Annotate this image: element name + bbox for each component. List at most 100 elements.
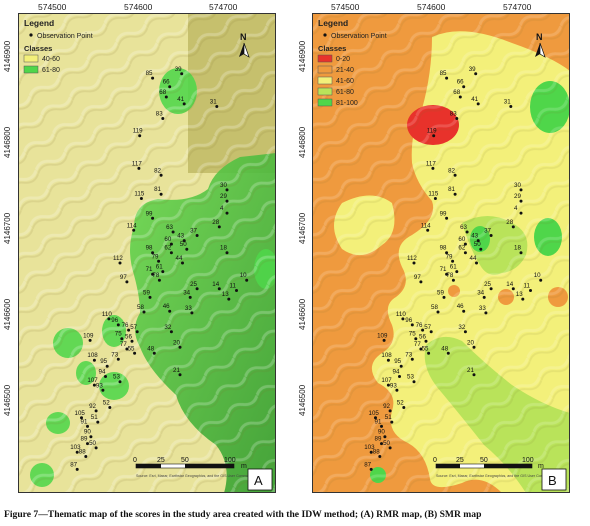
observation-point-97 <box>125 280 129 284</box>
observation-point-label-112: 112 <box>113 255 123 262</box>
observation-point-20 <box>472 345 476 349</box>
x-tick-b-1: 574500 <box>331 2 360 12</box>
observation-point-label-61: 61 <box>156 264 163 271</box>
observation-point-label-68: 68 <box>453 89 460 96</box>
observation-point-92 <box>94 409 98 413</box>
observation-point-label-33: 33 <box>479 305 486 312</box>
observation-point-label-81: 81 <box>448 186 455 193</box>
observation-point-label-114: 114 <box>421 222 431 229</box>
observation-point-25 <box>489 287 493 291</box>
observation-point-53 <box>118 380 122 384</box>
observation-point-label-50: 50 <box>180 241 187 248</box>
observation-point-71 <box>151 272 155 276</box>
observation-point-label-103: 103 <box>70 444 81 451</box>
observation-point-label-33: 33 <box>185 305 192 312</box>
observation-point-115 <box>433 197 437 200</box>
observation-point-13 <box>521 297 525 301</box>
observation-point-57 <box>429 330 433 334</box>
svg-text:m: m <box>538 463 544 470</box>
observation-point-label-46: 46 <box>457 303 464 310</box>
observation-point-41 <box>182 102 186 106</box>
observation-point-label-59: 59 <box>437 289 444 296</box>
observation-point-75 <box>414 337 418 341</box>
observation-point-98 <box>151 251 155 255</box>
observation-point-label-95: 95 <box>394 358 401 365</box>
observation-point-label-37: 37 <box>484 228 491 235</box>
observation-point-13 <box>227 297 231 301</box>
observation-point-50 <box>94 446 98 450</box>
observation-point-label-85: 85 <box>146 70 153 77</box>
observation-point-label-92: 92 <box>89 403 96 410</box>
observation-point-label-79: 79 <box>152 253 159 260</box>
observation-point-label-82: 82 <box>154 167 161 174</box>
observation-point-symbol <box>29 33 33 37</box>
observation-point-66 <box>462 85 466 89</box>
observation-point-110 <box>107 317 111 321</box>
observation-point-label-14: 14 <box>506 281 513 288</box>
observation-point-98 <box>445 251 449 255</box>
observation-point-114 <box>426 228 430 232</box>
observation-point-label-89: 89 <box>81 436 88 443</box>
observation-point-18 <box>225 251 229 255</box>
observation-point-label-60: 60 <box>458 236 465 243</box>
observation-point-56 <box>130 339 134 343</box>
observation-point-label-31: 31 <box>210 99 217 106</box>
observation-point-label-50: 50 <box>89 440 96 447</box>
observation-point-50 <box>479 247 483 251</box>
observation-point-label-20: 20 <box>173 339 180 346</box>
observation-point-label-29: 29 <box>514 193 521 200</box>
y-tick-a-3: 4146700 <box>3 212 12 244</box>
observation-point-107 <box>92 383 96 387</box>
observation-point-14 <box>217 287 221 291</box>
observation-point-4 <box>519 211 523 215</box>
observation-point-label-78: 78 <box>152 272 159 279</box>
observation-point-label-119: 119 <box>133 128 143 135</box>
legend-label-41-60: 41-60 <box>336 78 354 85</box>
observation-point-label-88: 88 <box>79 449 86 456</box>
legend-swatch-61-80 <box>317 87 333 96</box>
legend-swatch-40-60 <box>23 54 39 63</box>
observation-point-label-43: 43 <box>177 233 184 240</box>
observation-point-label-50: 50 <box>474 241 481 248</box>
scale-bar: 0 25 50 100 m Source: Esri, Maxar, Earth… <box>433 457 554 478</box>
observation-point-30 <box>519 188 523 192</box>
observation-point-34 <box>482 295 486 299</box>
observation-point-label-55: 55 <box>422 345 429 352</box>
observation-point-11 <box>529 289 532 292</box>
legend-title: Legend <box>318 18 348 28</box>
observation-point-62 <box>463 251 467 255</box>
observation-point-label-99: 99 <box>440 210 447 217</box>
observation-point-29 <box>225 199 229 203</box>
observation-point-66 <box>168 85 172 89</box>
observation-point-52 <box>108 406 112 409</box>
observation-point-label-30: 30 <box>220 182 227 189</box>
observation-point-label: Observation Point <box>37 33 93 40</box>
observation-point-88 <box>84 455 88 458</box>
observation-point-label-31: 31 <box>504 99 511 106</box>
observation-point-50 <box>185 247 189 251</box>
observation-point-28 <box>217 225 221 229</box>
observation-point-label-46: 46 <box>163 303 170 310</box>
observation-point-85 <box>151 76 155 80</box>
observation-point-108 <box>386 358 390 362</box>
observation-point-90 <box>383 435 387 439</box>
observation-point-105 <box>80 416 83 420</box>
observation-point-31 <box>509 105 513 108</box>
observation-point-label-48: 48 <box>441 345 448 352</box>
observation-point-label-76: 76 <box>416 322 423 329</box>
legend-label-40-60: 40-60 <box>42 56 60 63</box>
observation-point-label-28: 28 <box>212 219 219 226</box>
observation-point-label-107: 107 <box>381 377 392 384</box>
observation-point-46 <box>168 309 172 313</box>
observation-point-label-76: 76 <box>122 322 129 329</box>
north-arrow-icon: N <box>535 32 546 58</box>
observation-point-30 <box>225 188 229 192</box>
observation-point-label-90: 90 <box>84 429 91 436</box>
observation-point-label-94: 94 <box>99 369 106 376</box>
y-tick-a-5: 4146500 <box>3 384 12 416</box>
legend-label-81-100: 81-100 <box>336 100 358 107</box>
observation-point-99 <box>445 216 449 220</box>
observation-point-label-119: 119 <box>427 128 437 135</box>
observation-point-label-78: 78 <box>446 272 453 279</box>
observation-point-label-73: 73 <box>111 351 118 358</box>
